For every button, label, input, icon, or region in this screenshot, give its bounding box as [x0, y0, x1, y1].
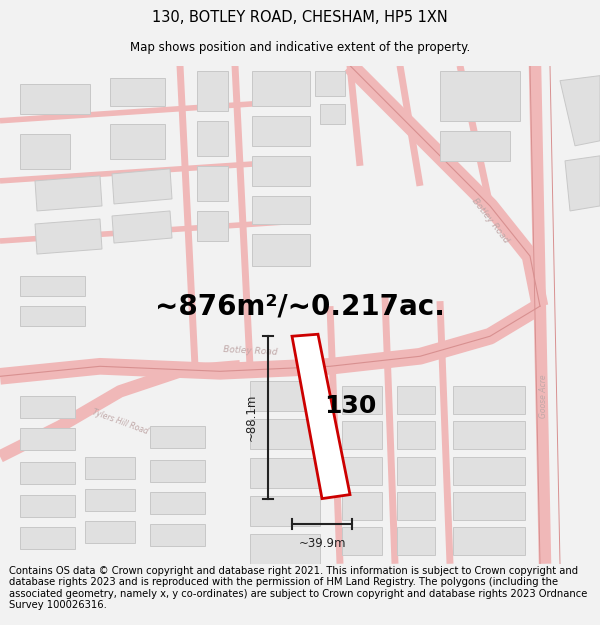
- Polygon shape: [20, 84, 90, 114]
- Polygon shape: [397, 421, 435, 449]
- Polygon shape: [440, 131, 510, 161]
- Text: ~88.1m: ~88.1m: [245, 394, 258, 441]
- Polygon shape: [252, 196, 310, 224]
- Polygon shape: [397, 386, 435, 414]
- Polygon shape: [252, 156, 310, 186]
- Text: 130, BOTLEY ROAD, CHESHAM, HP5 1XN: 130, BOTLEY ROAD, CHESHAM, HP5 1XN: [152, 10, 448, 25]
- Polygon shape: [453, 456, 525, 484]
- Polygon shape: [85, 521, 135, 542]
- Polygon shape: [20, 461, 75, 484]
- Polygon shape: [110, 124, 165, 159]
- Polygon shape: [342, 492, 382, 519]
- Polygon shape: [20, 134, 70, 169]
- Text: Botley Road: Botley Road: [470, 197, 510, 245]
- Polygon shape: [342, 386, 382, 414]
- Polygon shape: [150, 524, 205, 546]
- Polygon shape: [453, 421, 525, 449]
- Text: Goose Acre: Goose Acre: [539, 374, 548, 418]
- Polygon shape: [20, 494, 75, 517]
- Polygon shape: [440, 71, 520, 121]
- Polygon shape: [397, 492, 435, 519]
- Polygon shape: [565, 156, 600, 211]
- Polygon shape: [252, 116, 310, 146]
- Polygon shape: [342, 421, 382, 449]
- Polygon shape: [150, 426, 205, 449]
- Polygon shape: [20, 396, 75, 418]
- Polygon shape: [85, 489, 135, 511]
- Polygon shape: [20, 429, 75, 451]
- Text: ~39.9m: ~39.9m: [298, 537, 346, 550]
- Polygon shape: [20, 527, 75, 549]
- Polygon shape: [197, 121, 228, 156]
- Polygon shape: [112, 169, 172, 204]
- Polygon shape: [252, 71, 310, 106]
- Text: 130: 130: [325, 394, 377, 418]
- Polygon shape: [85, 456, 135, 479]
- Polygon shape: [197, 71, 228, 111]
- Polygon shape: [453, 386, 525, 414]
- Polygon shape: [110, 78, 165, 106]
- Polygon shape: [112, 211, 172, 243]
- Text: Botley Road: Botley Road: [223, 346, 277, 357]
- Polygon shape: [35, 219, 102, 254]
- Polygon shape: [150, 492, 205, 514]
- Polygon shape: [560, 76, 600, 146]
- Text: Map shows position and indicative extent of the property.: Map shows position and indicative extent…: [130, 41, 470, 54]
- Text: Contains OS data © Crown copyright and database right 2021. This information is : Contains OS data © Crown copyright and d…: [9, 566, 587, 611]
- Polygon shape: [315, 71, 345, 96]
- Polygon shape: [342, 456, 382, 484]
- Polygon shape: [250, 381, 320, 411]
- Polygon shape: [342, 527, 382, 555]
- Polygon shape: [197, 166, 228, 201]
- Polygon shape: [150, 459, 205, 482]
- Polygon shape: [250, 534, 320, 564]
- Polygon shape: [250, 496, 320, 526]
- Polygon shape: [35, 176, 102, 211]
- Polygon shape: [197, 211, 228, 241]
- Polygon shape: [252, 234, 310, 266]
- Polygon shape: [250, 458, 320, 488]
- Polygon shape: [397, 456, 435, 484]
- Text: ~876m²/~0.217ac.: ~876m²/~0.217ac.: [155, 292, 445, 320]
- Text: Tylers Hill Road: Tylers Hill Road: [91, 407, 149, 436]
- Polygon shape: [20, 306, 85, 326]
- Polygon shape: [453, 527, 525, 555]
- Polygon shape: [453, 492, 525, 519]
- Polygon shape: [250, 419, 320, 449]
- Polygon shape: [292, 334, 350, 499]
- Polygon shape: [320, 104, 345, 124]
- Polygon shape: [397, 527, 435, 555]
- Polygon shape: [20, 276, 85, 296]
